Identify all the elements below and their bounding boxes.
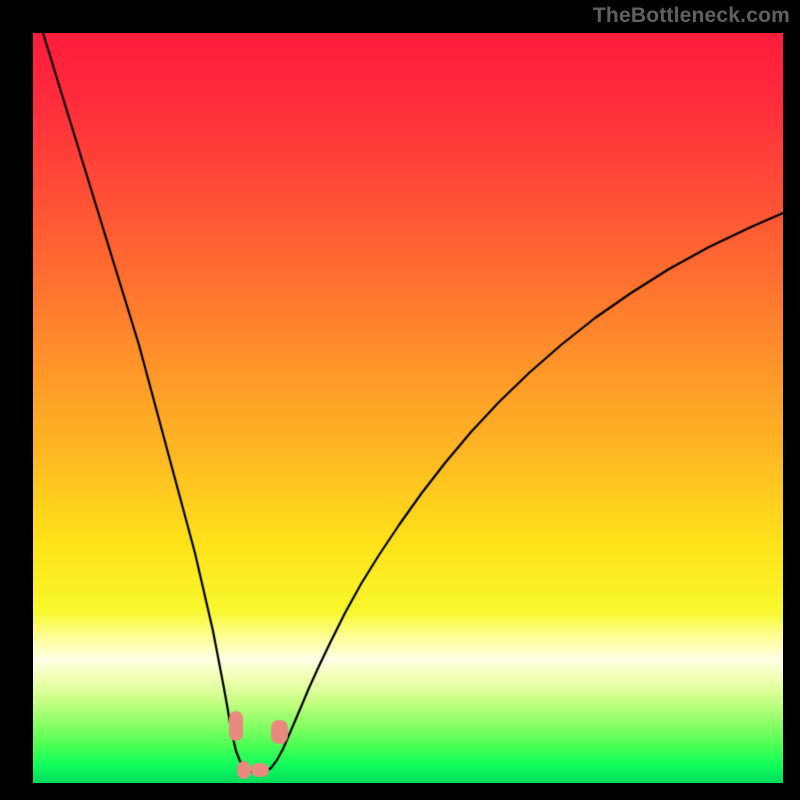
- watermark-text: TheBottleneck.com: [593, 4, 790, 28]
- plot-area: [33, 33, 783, 783]
- stage: TheBottleneck.com: [0, 0, 800, 800]
- bottleneck-chart-canvas: [33, 33, 783, 783]
